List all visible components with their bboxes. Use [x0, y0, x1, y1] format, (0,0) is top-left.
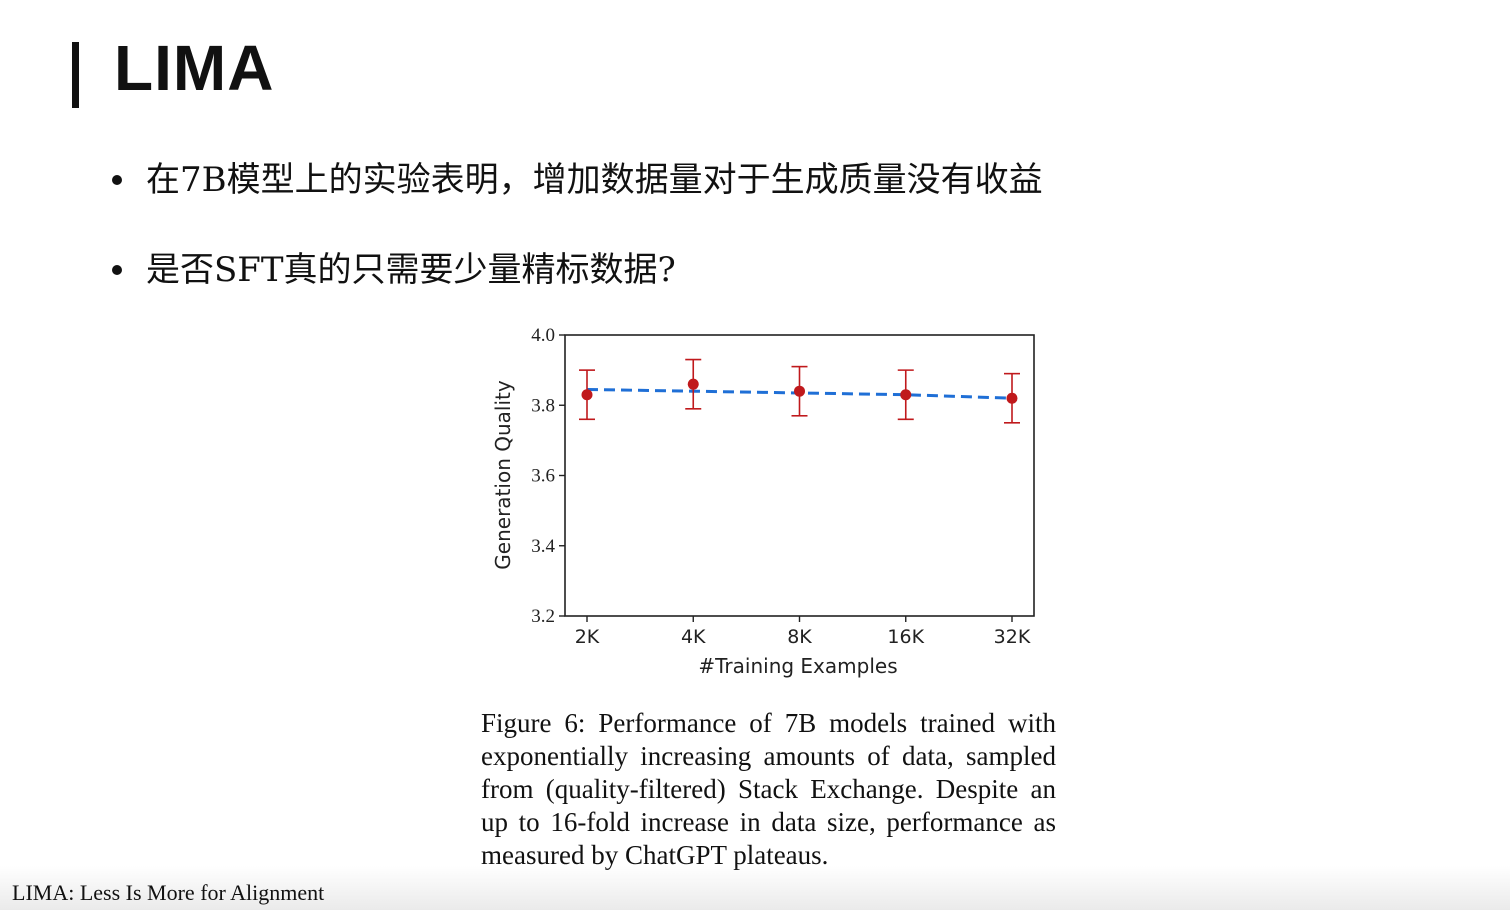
footer-citation: LIMA: Less Is More for Alignment	[12, 880, 325, 905]
x-tick-label: 16K	[887, 626, 924, 648]
footer-shade	[0, 866, 1510, 910]
y-tick-label: 3.4	[531, 536, 555, 557]
slide-title: LIMA	[114, 32, 275, 104]
data-point	[900, 389, 912, 401]
figure-caption: Figure 6: Performance of 7B models train…	[481, 708, 1056, 870]
y-tick-label: 3.8	[531, 395, 555, 416]
y-tick-label: 3.6	[531, 466, 555, 487]
y-axis-label: Generation Quality	[491, 380, 515, 570]
generation-quality-chart: 3.2 3.4 3.6 3.8 4.0 2K 4K 8K 16K 32K Generation …	[491, 325, 1035, 678]
bullet-text: 在7B模型上的实验表明，增加数据量对于生成质量没有收益	[146, 160, 1043, 200]
x-tick-label: 4K	[681, 626, 706, 648]
title-accent-bar	[72, 42, 79, 108]
bullet-item: 是否SFT真的只需要少量精标数据?	[110, 245, 1043, 295]
bullet-text: 是否SFT真的只需要少量精标数据?	[146, 250, 676, 290]
data-point	[581, 389, 593, 401]
data-point	[1006, 392, 1018, 404]
x-tick-label: 32K	[994, 626, 1031, 648]
bullet-item: 在7B模型上的实验表明，增加数据量对于生成质量没有收益	[110, 155, 1043, 205]
bullet-dot-icon	[112, 265, 122, 275]
x-axis-label: #Training Examples	[698, 654, 897, 678]
x-tick-label: 2K	[575, 626, 600, 648]
bullet-dot-icon	[112, 175, 122, 185]
data-point	[687, 378, 699, 390]
y-tick-label: 3.2	[531, 606, 555, 627]
bullet-list: 在7B模型上的实验表明，增加数据量对于生成质量没有收益 是否SFT真的只需要少量…	[110, 155, 1043, 335]
x-tick-label: 8K	[787, 626, 812, 648]
data-point	[794, 385, 805, 397]
y-tick-label: 4.0	[531, 325, 555, 346]
